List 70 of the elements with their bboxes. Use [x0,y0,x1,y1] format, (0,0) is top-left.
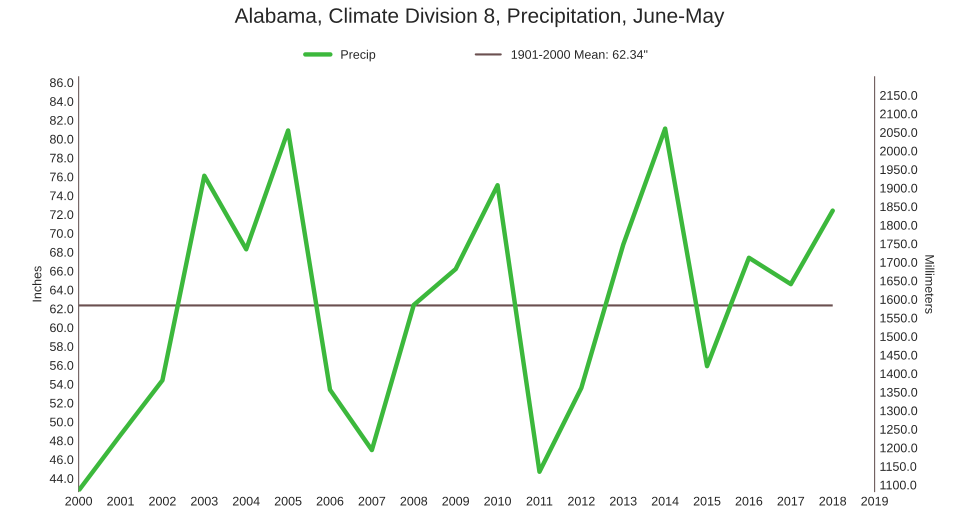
y-axis-title: Inches [32,266,42,302]
x-tick-label: 2015 [694,496,720,506]
y-tick-label: 72.0 [50,210,74,220]
y2-tick-label: 2000.0 [880,146,918,156]
x-tick-label: 2009 [442,496,469,506]
y2-tick-label: 1300.0 [880,406,918,416]
y-tick-label: 76.0 [50,172,74,182]
y2-tick-label: 1350.0 [880,388,918,397]
y-tick-label: 68.0 [50,248,74,257]
x-tick-label: 2013 [610,496,637,506]
y2-tick-label: 1250.0 [880,424,918,434]
x-tick-label: 2003 [191,496,218,506]
x-tick-label: 2006 [316,496,344,506]
y-tick-label: 58.0 [50,342,74,352]
y-tick-label: 54.0 [50,380,74,389]
x-tick-label: 2017 [778,496,804,506]
y2-tick-label: 1400.0 [880,369,918,378]
x-tick-label: 2011 [526,496,552,506]
y-tick-label: 60.0 [50,323,74,332]
x-tick-label: 2019 [861,496,888,506]
x-tick-label: 2002 [149,496,176,506]
y-tick-label: 74.0 [50,191,74,200]
x-tick-label: 2016 [736,496,762,506]
y-tick-label: 64.0 [50,286,74,294]
y2-tick-label: 1100.0 [880,480,916,490]
y2-tick-label: 1200.0 [880,444,918,452]
y2-tick-label: 1600.0 [880,295,918,304]
y2-tick-label: 1900.0 [880,184,918,193]
chart-title: Alabama, Climate Division 8, Precipitation, June-May [234,8,724,28]
y2-tick-label: 1500.0 [880,332,918,342]
y2-tick-label: 1800.0 [880,220,918,230]
y2-tick-label: 1850.0 [880,202,918,212]
y2-tick-label: 1450.0 [880,350,918,360]
y-tick-label: 66.0 [50,266,74,276]
y-tick-label: 70.0 [50,229,74,238]
x-tick-label: 2018 [819,496,846,506]
line-series [78,126,835,492]
x-tick-label: 2005 [274,496,302,506]
y-tick-label: 48.0 [50,436,74,446]
legend-label: 1901-2000 Mean: 62.34" [512,50,648,59]
y2-tick-label: 1550.0 [880,314,918,323]
y2-tick-label: 1750.0 [880,239,918,248]
y2-tick-label: 1700.0 [880,258,918,267]
y2-tick-label: 1950.0 [880,165,918,174]
y2-axis-title: Millimeters [925,255,934,314]
y-tick-label: 62.0 [50,304,74,314]
y-tick-label: 46.0 [50,455,74,464]
y-tick-label: 84.0 [50,97,74,106]
y-tick-label: 78.0 [50,154,74,163]
legend-label: Precip [341,50,376,62]
x-tick-label: 2001 [107,496,134,506]
y-tick-label: 80.0 [50,134,74,144]
y-tick-label: 56.0 [50,361,74,370]
y-tick-label: 50.0 [50,418,74,426]
y-tick-label: 52.0 [50,398,74,408]
y2-tick-label: 1650.0 [880,276,918,286]
y-tick-label: 44.0 [50,474,74,483]
x-tick-label: 2014 [652,496,679,506]
x-tick-label: 2008 [400,496,428,506]
y-tick-label: 82.0 [50,116,74,125]
y2-tick-label: 2050.0 [880,128,918,137]
x-tick-label: 2007 [358,496,386,506]
y2-tick-label: 2100.0 [880,110,918,118]
x-tick-label: 2012 [568,496,595,506]
y2-tick-label: 1150.0 [880,462,916,471]
x-tick-label: 2000 [65,496,92,506]
x-tick-label: 2004 [232,496,260,506]
y2-tick-label: 2150.0 [880,91,918,100]
y-tick-label: 86.0 [50,78,74,88]
x-tick-label: 2010 [484,496,511,506]
